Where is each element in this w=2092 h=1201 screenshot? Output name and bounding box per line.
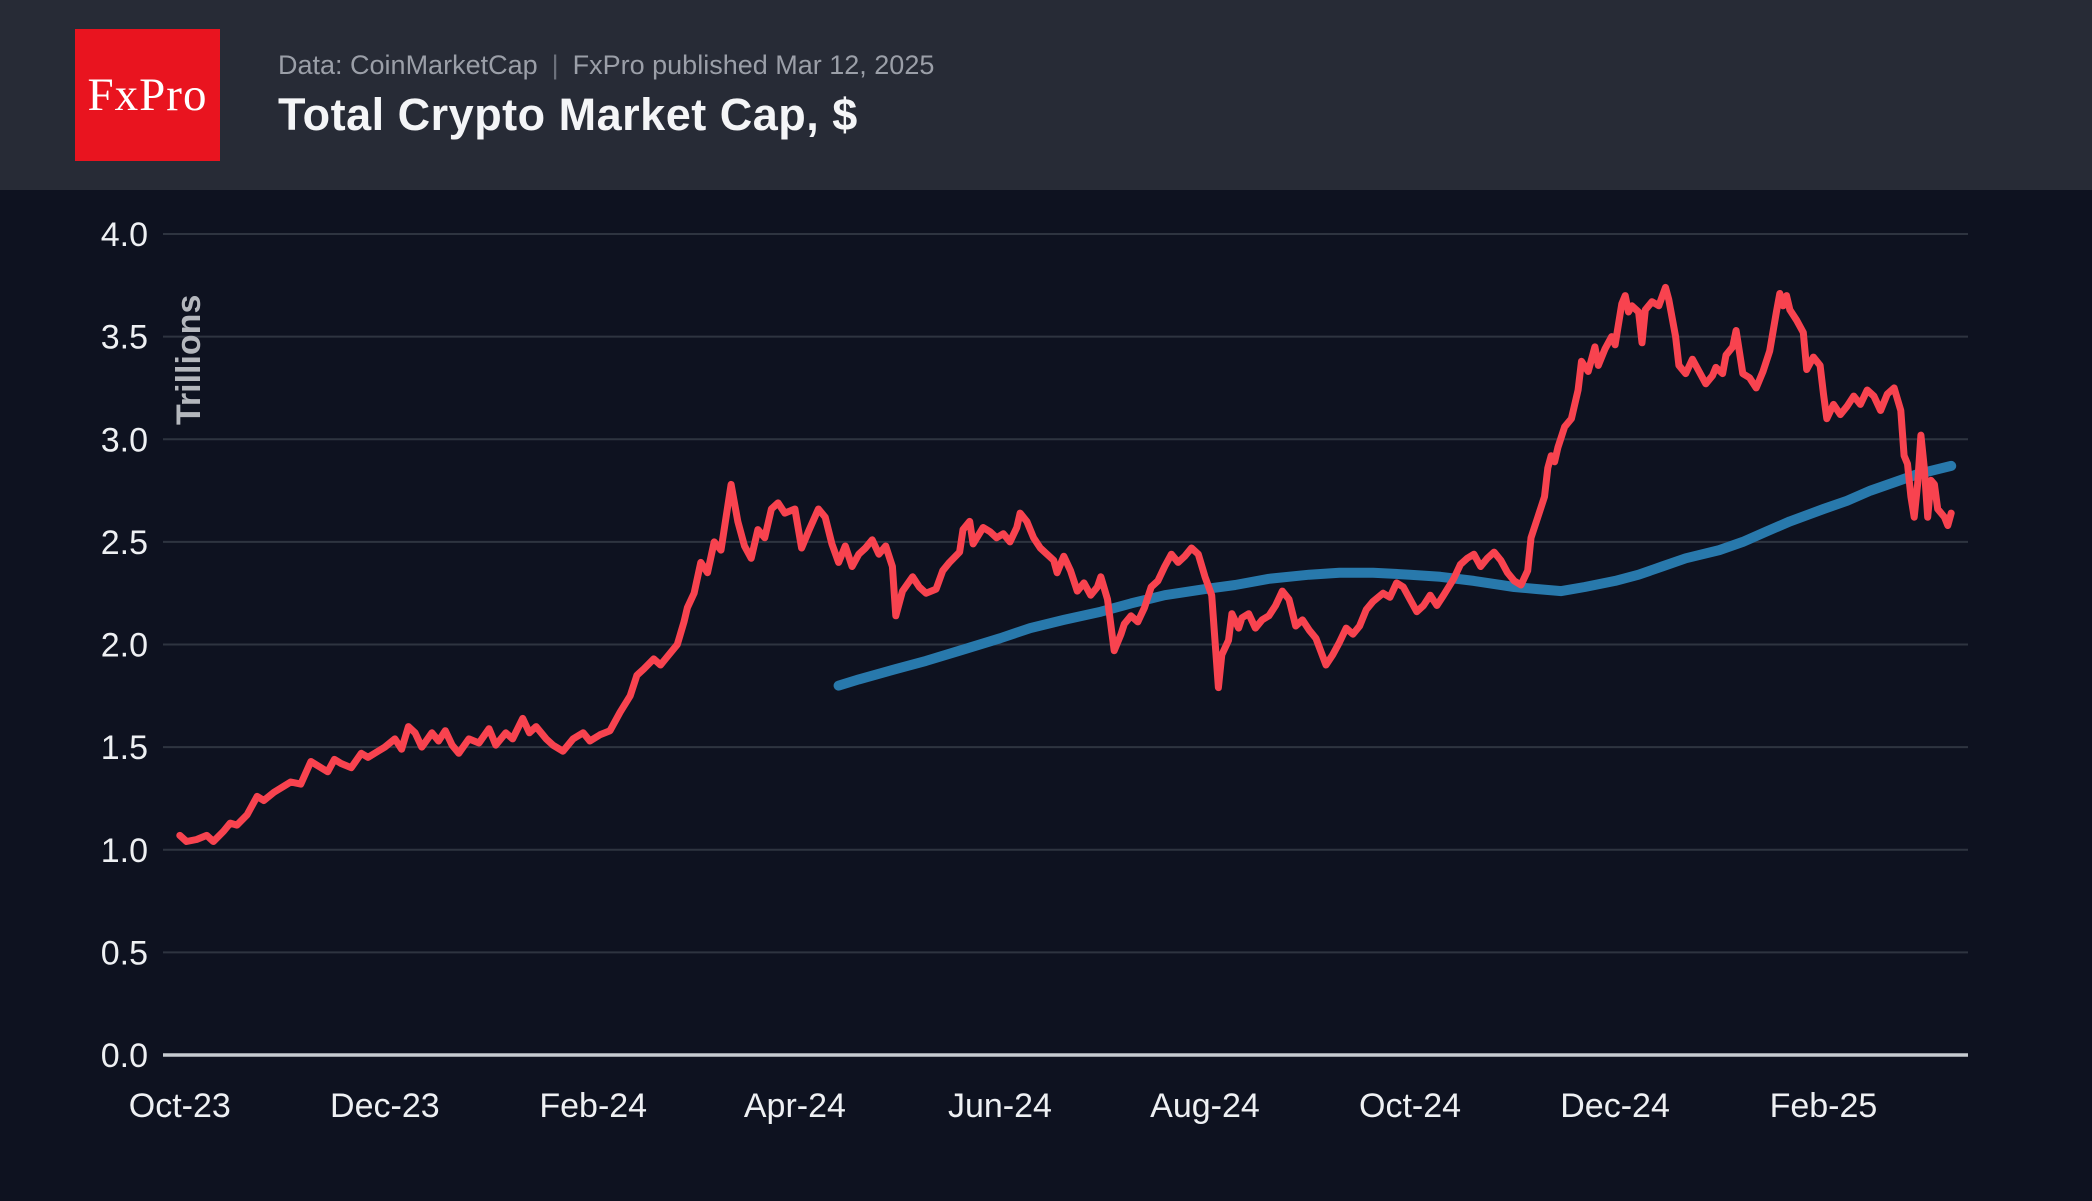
data-source-label: Data: CoinMarketCap	[278, 49, 538, 80]
y-tick-label: 1.0	[101, 832, 148, 870]
y-tick-label: 0.5	[101, 934, 148, 972]
x-tick-label: Oct-24	[1359, 1087, 1461, 1125]
x-tick-label: Feb-24	[539, 1087, 647, 1125]
page-title: Total Crypto Market Cap, $	[278, 88, 858, 140]
y-tick-label: 2.0	[101, 627, 148, 665]
x-tick-label: Apr-24	[744, 1087, 846, 1125]
moving-average-line	[833, 460, 1957, 691]
fxpro-logo-text: FxPro	[87, 69, 208, 121]
y-axis-title: Trillions	[170, 295, 208, 425]
header-text: Data: CoinMarketCap | FxPro published Mar …	[278, 50, 934, 141]
y-tick-label: 0.0	[101, 1037, 148, 1075]
header: FxPro Data: CoinMarketCap | FxPro publishe…	[0, 0, 2092, 190]
x-tick-label: Oct-23	[129, 1087, 231, 1125]
y-tick-label: 2.5	[101, 524, 148, 562]
x-tick-label: Aug-24	[1150, 1087, 1260, 1125]
market-cap-line	[176, 283, 1955, 845]
y-tick-label: 1.5	[101, 729, 148, 767]
chart-area: 0.0 0.5 1.0 1.5 2.0 2.5 3.0 3.5 4.0 Trillions Oct-…	[0, 190, 2092, 1196]
x-tick-label: Dec-23	[330, 1087, 440, 1125]
published-label: FxPro published Mar 12, 2025	[572, 49, 935, 80]
y-tick-label: 3.0	[101, 421, 148, 459]
y-tick-label: 3.5	[101, 319, 148, 357]
x-tick-label: Feb-25	[1770, 1087, 1878, 1125]
x-tick-label: Jun-24	[948, 1087, 1052, 1125]
y-tick-label: 4.0	[101, 216, 148, 254]
crypto-market-cap-chart: 0.0 0.5 1.0 1.5 2.0 2.5 3.0 3.5 4.0 Trillions Oct-…	[101, 216, 1968, 1125]
subtitle-separator: |	[551, 49, 559, 80]
fxpro-logo: FxPro	[75, 29, 220, 161]
chart-source-line: Data: CoinMarketCap | FxPro published Mar …	[278, 50, 934, 81]
x-tick-label: Dec-24	[1560, 1087, 1670, 1125]
